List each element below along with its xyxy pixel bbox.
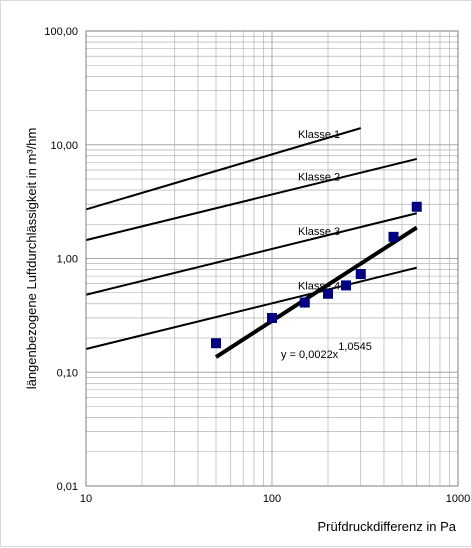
data-point [299,297,310,308]
class-line [85,266,417,351]
x-tick-labels: 10 100 1000 [80,493,470,505]
x-tick-label: 100 [263,493,281,505]
x-tick-label: 1000 [446,493,470,505]
data-point [211,338,222,349]
y-tick-label: 100,00 [44,26,78,38]
x-axis-label: Prüfdruckdifferenz in Pa [318,519,457,534]
y-axis-label: längenbezogene Luftdurchlässigkeit in m³… [24,128,39,390]
class-label: Klasse 4 [298,281,340,293]
data-point [388,231,399,242]
data-points [211,201,422,349]
class-label: Klasse 3 [298,226,340,238]
trendline-equation: y = 0,0022x1,0545 [281,341,372,361]
data-point [322,288,333,299]
data-point [411,201,422,212]
trendline-path [214,225,418,359]
class-label: Klasse 2 [298,172,340,184]
y-tick-label: 0,10 [57,367,78,379]
grid [85,31,458,487]
trendline [214,225,418,359]
y-tick-labels: 0,01 0,10 1,00 10,00 100,00 [44,26,78,493]
y-tick-label: 10,00 [50,140,78,152]
class-line [85,157,417,242]
data-point [355,269,366,280]
data-point [341,280,352,291]
data-point [267,312,277,323]
class-labels: Klasse 1 Klasse 2 Klasse 3 Klasse 4 [298,129,340,293]
trendline-equation-exponent: 1,0545 [338,341,372,353]
x-tick-label: 10 [80,493,92,505]
plot-border [85,30,459,487]
y-tick-label: 0,01 [57,481,78,493]
class-label: Klasse 1 [298,129,340,141]
class-line [85,212,417,296]
trendline-equation-base: y = 0,0022x [281,349,339,361]
y-tick-label: 1,00 [57,254,78,266]
class-lines [85,127,417,351]
class-line [85,127,362,211]
